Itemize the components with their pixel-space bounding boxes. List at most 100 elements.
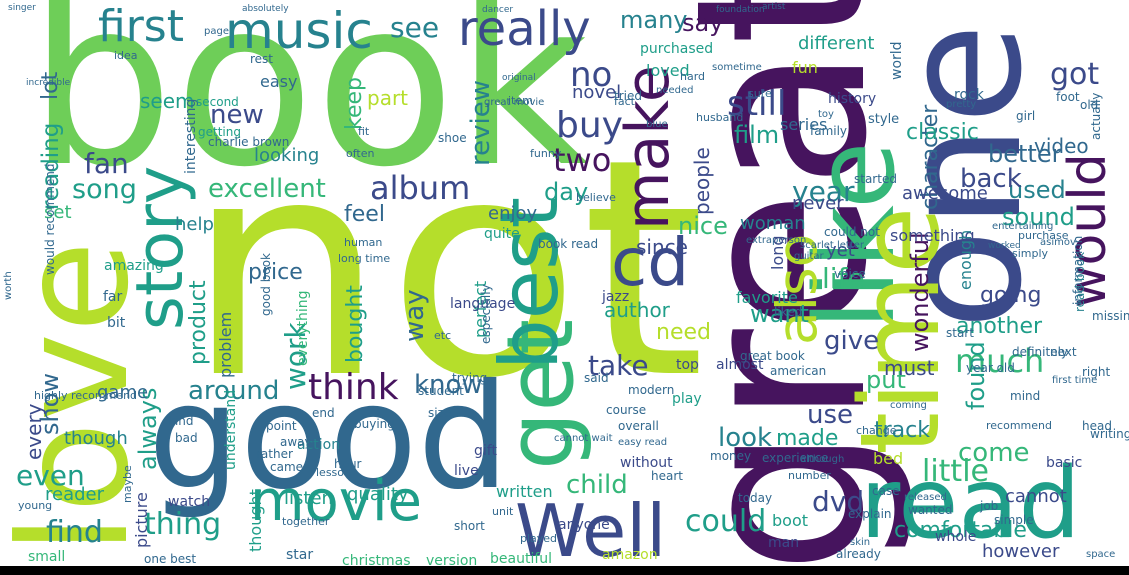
word-written: written: [496, 482, 553, 501]
word-since: since: [636, 235, 688, 259]
word-history: history: [828, 91, 877, 107]
word-christmas: christmas: [342, 553, 411, 566]
word-dancer: dancer: [482, 5, 514, 15]
word-original: original: [502, 73, 536, 83]
word-charlie-brown: charlie brown: [208, 135, 290, 149]
word-thing: thing: [144, 507, 222, 542]
word-anyone: anyone: [558, 517, 610, 533]
word-quality: quality: [347, 484, 409, 505]
word-fun: fun: [792, 58, 818, 77]
word-no: no: [570, 55, 613, 95]
word-going: going: [980, 283, 1042, 308]
word-whole: whole: [935, 529, 977, 545]
word-actually: actually: [1089, 92, 1103, 140]
word-husband: husband: [696, 111, 744, 124]
word-modern: modern: [628, 383, 675, 397]
word-picture: picture: [132, 492, 151, 548]
word-missing: missing: [1092, 309, 1129, 323]
word-page: page: [204, 26, 229, 37]
word-sound: sound: [1002, 203, 1075, 231]
word-many: many: [620, 6, 688, 34]
word-human: human: [344, 236, 383, 249]
word-track: track: [874, 418, 930, 443]
word-enjoy: enjoy: [488, 203, 538, 224]
word-album: album: [370, 169, 471, 207]
word-liked: liked: [774, 305, 803, 319]
word-give: give: [824, 326, 880, 356]
word-small: small: [28, 549, 66, 565]
word-start: start: [946, 326, 974, 340]
word-woman: woman: [740, 213, 806, 234]
word-money: money: [710, 449, 752, 463]
word-found: found: [962, 341, 990, 410]
word-life: life: [822, 262, 865, 295]
word-job: job: [980, 499, 999, 513]
word-see: see: [390, 11, 440, 44]
word-version: version: [426, 553, 478, 566]
word-new: new: [210, 100, 264, 130]
word-entertaining: entertaining: [992, 221, 1054, 232]
word-loved: loved: [646, 61, 690, 80]
word-story: story: [123, 165, 198, 330]
word-right: right: [1082, 365, 1111, 379]
word-live: live: [454, 463, 479, 479]
word-never: never: [792, 193, 844, 214]
word-back: back: [960, 164, 1022, 194]
word-set: set: [44, 202, 72, 223]
word-two: two: [553, 141, 612, 179]
word-way: way: [400, 289, 430, 342]
word-skin: skin: [850, 537, 871, 548]
word-already: already: [836, 547, 881, 561]
word-course: course: [606, 403, 647, 417]
word-great-book: great book: [740, 349, 805, 363]
word-kind: kind: [168, 414, 194, 428]
word-looking: looking: [254, 145, 320, 166]
word-better: better: [988, 140, 1062, 168]
word-year-old: year old: [966, 361, 1015, 375]
word-price: price: [248, 260, 303, 285]
word-short: short: [454, 519, 485, 533]
word-help: help: [175, 214, 214, 235]
word-bought: bought: [343, 285, 368, 363]
word-classic: classic: [906, 120, 979, 145]
word-could-not: could not: [824, 225, 880, 239]
word-watch: watch: [168, 494, 211, 510]
word-foundation: foundation: [716, 5, 765, 15]
word-product: product: [186, 280, 211, 365]
word-novel: novel: [572, 82, 622, 103]
word-bed: bed: [873, 449, 904, 468]
word-highly-recommend: highly recommend: [34, 389, 138, 402]
word-still: still: [727, 84, 787, 124]
word-end: end: [312, 406, 335, 420]
word-awesome: awesome: [902, 183, 988, 204]
word-released: released: [904, 492, 947, 503]
word-top: top: [676, 357, 699, 373]
word-reader: reader: [45, 484, 105, 505]
word-around: around: [188, 376, 280, 406]
word-sometime: sometime: [712, 62, 762, 73]
word-believe: believe: [576, 191, 616, 204]
word-said: said: [584, 371, 609, 385]
word-space: space: [1086, 549, 1116, 560]
word-family: family: [810, 124, 848, 138]
word-getting: getting: [198, 125, 241, 139]
word-would-recommend: would recommend: [43, 163, 57, 275]
word-girl: girl: [1016, 109, 1036, 123]
word-long-time: long time: [338, 252, 391, 265]
word-singer: singer: [8, 3, 36, 13]
word-started: started: [854, 172, 897, 186]
word-played: played: [520, 532, 558, 545]
word-next: next: [1050, 345, 1077, 359]
word-writing: writing: [1090, 427, 1129, 441]
word-incredible: incredible: [26, 78, 71, 88]
word-needed: needed: [656, 85, 694, 96]
word-favorite: favorite: [736, 288, 798, 307]
word-especially: especially: [479, 284, 493, 344]
word-foot: foot: [1056, 90, 1080, 104]
word-used: used: [1008, 176, 1066, 204]
word-old: old: [1080, 98, 1099, 112]
word-cannot: cannot: [1005, 486, 1067, 507]
word-pretty: pretty: [946, 99, 977, 110]
word-another: another: [956, 314, 1043, 339]
word-take: take: [588, 349, 649, 382]
